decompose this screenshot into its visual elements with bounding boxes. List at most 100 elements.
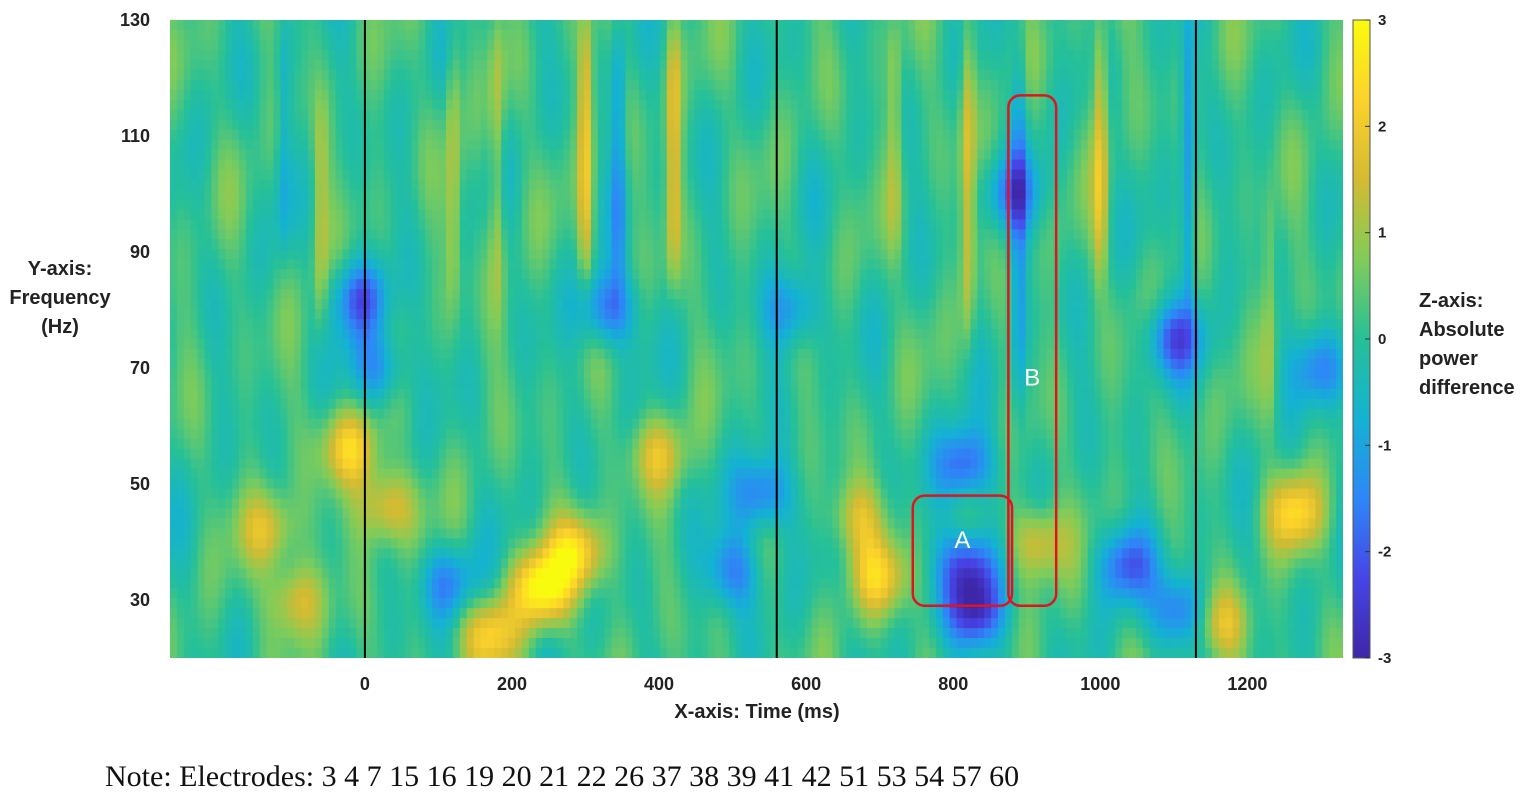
- heatmap-cell: [1129, 29, 1137, 41]
- heatmap-cell: [894, 49, 902, 61]
- heatmap-cell: [1094, 29, 1103, 41]
- heatmap-cell: [818, 29, 827, 41]
- heatmap-cell: [321, 299, 330, 310]
- heatmap-cell: [1294, 189, 1303, 201]
- heatmap-cell: [735, 189, 744, 201]
- heatmap-cell: [970, 269, 978, 280]
- heatmap-cell: [804, 79, 813, 91]
- heatmap-cell: [1136, 249, 1144, 260]
- heatmap-cell: [170, 129, 178, 141]
- heatmap-cell: [225, 49, 233, 61]
- heatmap-cell: [542, 309, 551, 320]
- heatmap-cell: [287, 59, 295, 71]
- heatmap-cell: [1274, 129, 1282, 141]
- heatmap-cell: [694, 39, 702, 51]
- heatmap-cell: [935, 49, 944, 61]
- heatmap-cell: [252, 189, 261, 201]
- heatmap-cell: [818, 139, 827, 151]
- heatmap-cell: [984, 229, 992, 240]
- heatmap-cell: [342, 229, 350, 240]
- heatmap-cell: [1322, 59, 1330, 71]
- heatmap-cell: [280, 259, 288, 270]
- heatmap-cell: [804, 209, 813, 220]
- heatmap-cell: [1067, 299, 1075, 310]
- heatmap-cell: [363, 109, 371, 121]
- heatmap-cell: [308, 99, 316, 111]
- heatmap-cell: [653, 189, 661, 201]
- heatmap-cell: [922, 229, 930, 240]
- heatmap-cell: [1308, 199, 1316, 211]
- heatmap-cell: [770, 249, 778, 260]
- heatmap-cell: [321, 49, 330, 61]
- heatmap-cell: [1094, 219, 1103, 230]
- heatmap-cell: [908, 239, 916, 250]
- heatmap-cell: [542, 39, 551, 51]
- heatmap-cell: [294, 99, 302, 111]
- heatmap-cell: [1011, 209, 1020, 220]
- heatmap-cell: [1239, 229, 1247, 240]
- heatmap-cell: [1018, 279, 1027, 290]
- heatmap-cell: [1184, 109, 1192, 121]
- heatmap-cell: [853, 229, 861, 240]
- heatmap-cell: [866, 20, 875, 31]
- heatmap-cell: [1170, 49, 1178, 61]
- heatmap-cell: [825, 129, 833, 141]
- heatmap-cell: [694, 199, 702, 211]
- heatmap-cell: [1156, 149, 1165, 161]
- heatmap-cell: [832, 20, 840, 31]
- heatmap-cell: [1018, 69, 1027, 81]
- heatmap-cell: [570, 229, 578, 240]
- heatmap-cell: [245, 209, 254, 220]
- heatmap-cell: [335, 149, 344, 161]
- heatmap-cell: [377, 49, 385, 61]
- heatmap-cell: [1246, 249, 1254, 260]
- heatmap-cell: [1280, 69, 1289, 81]
- heatmap-cell: [1246, 59, 1254, 71]
- heatmap-cell: [425, 79, 433, 91]
- heatmap-cell: [811, 159, 820, 171]
- heatmap-cell: [232, 189, 240, 201]
- heatmap-cell: [639, 259, 647, 270]
- heatmap-cell: [528, 199, 537, 211]
- heatmap-cell: [680, 89, 689, 101]
- heatmap-cell: [1080, 269, 1089, 280]
- heatmap-cell: [1287, 20, 1296, 31]
- heatmap-cell: [363, 199, 371, 211]
- heatmap-cell: [1108, 159, 1116, 171]
- heatmap-cell: [397, 119, 406, 131]
- heatmap-cell: [1108, 289, 1116, 300]
- heatmap-cell: [728, 119, 737, 131]
- heatmap-cell: [818, 159, 827, 171]
- heatmap-cell: [225, 39, 233, 51]
- heatmap-cell: [659, 89, 668, 101]
- heatmap-cell: [901, 269, 909, 280]
- heatmap-cell: [577, 219, 585, 230]
- heatmap-cell: [804, 289, 813, 300]
- heatmap-cell: [570, 49, 578, 61]
- heatmap-cell: [432, 99, 440, 111]
- heatmap-cell: [1018, 99, 1027, 111]
- heatmap-cell: [418, 299, 426, 310]
- heatmap-cell: [418, 49, 426, 61]
- heatmap-cell: [1287, 89, 1296, 101]
- heatmap-cell: [611, 169, 620, 181]
- heatmap-cell: [708, 279, 716, 290]
- heatmap-cell: [963, 189, 971, 201]
- heatmap-cell: [335, 59, 344, 71]
- heatmap-cell: [1267, 169, 1275, 181]
- heatmap-cell: [1267, 79, 1275, 91]
- heatmap-cell: [225, 299, 233, 310]
- heatmap-cell: [1080, 39, 1089, 51]
- heatmap-cell: [570, 129, 578, 141]
- heatmap-cell: [1108, 89, 1116, 101]
- heatmap-cell: [501, 279, 509, 290]
- heatmap-cell: [542, 69, 551, 81]
- heatmap-cell: [728, 239, 737, 250]
- heatmap-cell: [1280, 229, 1289, 240]
- heatmap-cell: [756, 89, 764, 101]
- heatmap-cell: [777, 289, 785, 300]
- heatmap-cell: [1073, 199, 1082, 211]
- heatmap-cell: [176, 239, 185, 250]
- heatmap-cell: [1184, 119, 1192, 131]
- heatmap-cell: [1149, 79, 1158, 91]
